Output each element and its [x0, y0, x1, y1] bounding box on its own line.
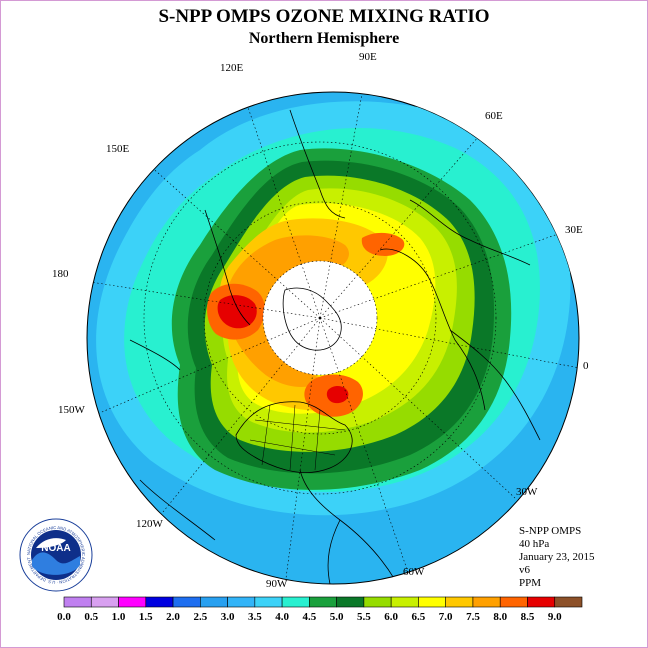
colorbar-tick-label: 1.0 — [112, 611, 126, 623]
colorbar-tick-label: 5.0 — [330, 611, 344, 623]
colorbar-swatch — [527, 596, 556, 608]
colorbar-swatch — [445, 596, 474, 608]
us-state-lines — [249, 404, 346, 471]
info-instrument: S-NPP OMPS — [519, 525, 582, 537]
colorbar-swatch — [499, 596, 528, 608]
colorbar-tick-label: 0.5 — [84, 611, 98, 623]
info-date: January 23, 2015 — [519, 551, 595, 563]
lon-label-30e: 30E — [565, 224, 583, 236]
colorbar-tick-label: 5.5 — [357, 611, 371, 623]
map-title: S-NPP OMPS OZONE MIXING RATIO — [158, 6, 490, 27]
colorbar-swatch — [200, 596, 228, 608]
colorbar-swatch — [254, 596, 283, 608]
colorbar-swatch — [390, 596, 419, 608]
colorbar-swatch — [309, 596, 337, 608]
lon-label-30w: 30W — [516, 486, 538, 498]
colorbar-tick-label: 0.0 — [57, 611, 71, 623]
coastlines — [129, 109, 541, 584]
info-pressure: 40 hPa — [519, 538, 550, 550]
colorbar-swatch — [227, 596, 256, 608]
latitude-circles — [143, 141, 497, 495]
colorbar-tick-label: 4.0 — [275, 611, 289, 623]
noaa-logo-text: NOAA — [41, 543, 70, 554]
colorbar-tick-label: 8.0 — [493, 611, 507, 623]
colorbar-tick-label: 9.0 — [548, 611, 562, 623]
lon-label-60w: 60W — [403, 566, 425, 578]
lon-label-180: 180 — [52, 268, 69, 280]
colorbar-swatch — [554, 596, 583, 608]
colorbar-tick-label: 4.5 — [302, 611, 316, 623]
colorbar-tick-label: 6.0 — [384, 611, 398, 623]
colorbar-swatch — [418, 596, 446, 608]
lon-label-90e: 90E — [359, 51, 377, 63]
map-subtitle: Northern Hemisphere — [248, 30, 400, 47]
ozone-band-8-5 — [217, 295, 257, 329]
meridians — [87, 92, 579, 584]
colorbar-swatch — [363, 596, 392, 608]
colorbar-swatch — [472, 596, 501, 608]
info-units: PPM — [519, 577, 542, 589]
lon-label-60e: 60E — [485, 110, 503, 122]
colorbar-swatch — [90, 596, 119, 608]
noaa-logo-ring-text: NATIONAL OCEANIC AND ATMOSPHERIC ADMINIS… — [0, 0, 86, 585]
colorbar-swatch — [336, 596, 365, 608]
colorbar-tick-label: 6.5 — [412, 611, 426, 623]
lon-label-150e: 150E — [106, 143, 130, 155]
ozone-band-8-5 — [326, 386, 349, 404]
lon-label-120w: 120W — [136, 518, 163, 530]
colorbar-tick-label: 3.0 — [221, 611, 235, 623]
colorbar-swatch — [145, 596, 174, 608]
svg-text:NATIONAL OCEANIC AND ATMOSPHER: NATIONAL OCEANIC AND ATMOSPHERIC ADMINIS… — [0, 0, 86, 585]
colorbar-tick-label: 8.5 — [521, 611, 535, 623]
colorbar-swatch — [118, 596, 147, 608]
noaa-logo: NOAA NATIONAL OCEANIC AND ATMOSPHERIC AD… — [0, 0, 93, 592]
lon-label-90w: 90W — [266, 578, 288, 590]
lon-label-0: 0 — [583, 360, 589, 372]
colorbar-swatch — [63, 596, 92, 608]
lon-label-120e: 120E — [220, 62, 244, 74]
colorbar: 0.0 0.5 1.0 1.5 2.0 2.5 3.0 3.5 4.0 4.5 5.0 5.5 6.0 6… — [57, 596, 583, 623]
colorbar-tick-label: 1.5 — [139, 611, 153, 623]
colorbar-tick-label: 3.5 — [248, 611, 262, 623]
colorbar-tick-label: 2.0 — [166, 611, 180, 623]
lon-label-150w: 150W — [58, 404, 85, 416]
colorbar-swatch — [172, 596, 201, 608]
info-version: v6 — [519, 564, 530, 576]
colorbar-tick-label: 7.5 — [466, 611, 480, 623]
colorbar-swatch — [281, 596, 310, 608]
colorbar-tick-label: 2.5 — [193, 611, 207, 623]
colorbar-tick-label: 7.0 — [439, 611, 453, 623]
